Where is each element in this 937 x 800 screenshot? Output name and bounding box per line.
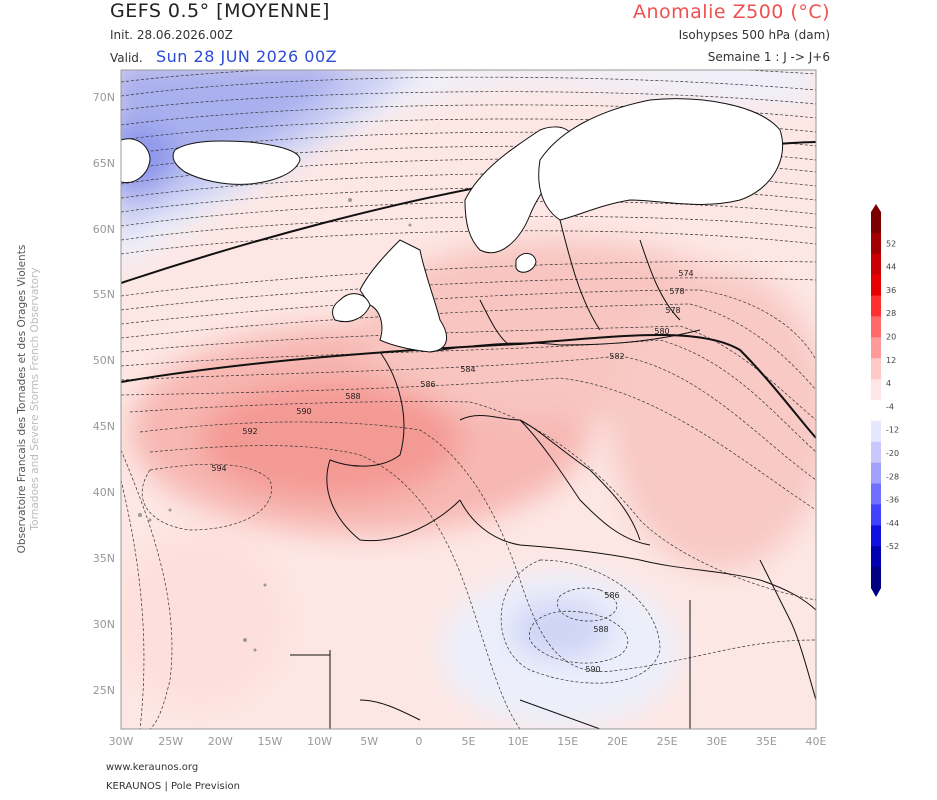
colorbar-label: -36 (886, 496, 899, 505)
contour-label: 590 (585, 665, 600, 674)
longitude-labels: 30W 25W 20W 15W 10W 5W 0 5E 10E 15E 20E 25E 30E 35E 40… (109, 735, 827, 748)
model-title: GEFS 0.5° [MOYENNE] (110, 0, 330, 22)
lat-label: 55N (93, 288, 115, 301)
product-title: Anomalie Z500 (°C) (632, 1, 830, 23)
lon-label: 30E (706, 735, 727, 748)
init-time: Init. 28.06.2026.00Z (110, 28, 233, 42)
forecast-period: Semaine 1 : J -> J+6 (707, 50, 830, 64)
map-frame: 574 578 578 580 582 584 586 588 590 592 594 586 588 5… (121, 70, 816, 729)
contour-label: 574 (678, 269, 693, 278)
contour-label: 594 (211, 464, 226, 473)
colorbar-segment (871, 232, 881, 255)
colorbar-label: 52 (886, 239, 896, 248)
lon-label: 15E (557, 735, 578, 748)
colorbar-segment (871, 295, 881, 317)
lat-label: 30N (93, 618, 115, 631)
contour-label: 578 (665, 306, 680, 315)
lat-label: 40N (93, 486, 115, 499)
contour-label: 590 (296, 407, 311, 416)
colorbar-segment (871, 212, 881, 234)
colorbar-segment (871, 358, 881, 380)
lon-label: 30W (109, 735, 134, 748)
footer-brand: KERAUNOS | Pole Prevision (106, 781, 240, 792)
colorbar-label: -52 (886, 542, 899, 551)
contour-label: 580 (654, 327, 669, 336)
contour-label: 582 (609, 352, 624, 361)
colorbar-arrow-top (871, 204, 881, 212)
lon-label: 15W (257, 735, 282, 748)
footer-url[interactable]: www.keraunos.org (106, 762, 199, 773)
lat-label: 35N (93, 552, 115, 565)
colorbar-segment (871, 420, 881, 443)
colorbar-segment (871, 483, 881, 505)
lon-label: 5E (462, 735, 476, 748)
colorbar-segment (871, 441, 881, 464)
colorbar-label: 44 (886, 263, 896, 272)
colorbar-label: 20 (886, 333, 896, 342)
colorbar-segment (871, 400, 881, 422)
contour-label: 588 (345, 392, 360, 401)
contour-label: 578 (669, 287, 684, 296)
lon-label: 20W (208, 735, 233, 748)
isohypse-label: Isohypses 500 hPa (dam) (678, 28, 830, 42)
colorbar-segment (871, 546, 881, 568)
colorbar-segment (871, 316, 881, 338)
colorbar-label: -20 (886, 449, 899, 458)
contour-label: 586 (604, 591, 619, 600)
contour-label: 588 (593, 625, 608, 634)
valid-date: Sun 28 JUN 2026 00Z (156, 47, 338, 66)
lat-label: 45N (93, 420, 115, 433)
colorbar-segment (871, 337, 881, 359)
country-borders (121, 70, 816, 729)
colorbar-segment (871, 253, 881, 276)
colorbar-segment (871, 525, 881, 547)
contour-label: 586 (420, 380, 435, 389)
colorbar-label: 12 (886, 356, 896, 365)
colorbar-segment (871, 567, 881, 589)
colorbar-label: 28 (886, 309, 896, 318)
lon-label: 20E (607, 735, 628, 748)
isohypse-lines (121, 70, 816, 729)
lon-label: 25E (657, 735, 678, 748)
small-islands (138, 198, 412, 652)
colorbar-label: 36 (886, 286, 896, 295)
colorbar-segment (871, 274, 881, 297)
lon-label: 25W (158, 735, 183, 748)
colorbar: 52 44 36 28 20 12 4 -4 -12 -20 -28 -36 -44 -52 (871, 204, 899, 597)
lat-label: 65N (93, 157, 115, 170)
colorbar-label: -12 (886, 426, 899, 435)
lon-label: 5W (360, 735, 378, 748)
lon-label: 35E (756, 735, 777, 748)
lon-label: 0 (415, 735, 422, 748)
colorbar-label: -44 (886, 519, 899, 528)
lon-label: 40E (806, 735, 827, 748)
colorbar-segment (871, 379, 881, 401)
map-border (120, 69, 817, 730)
contour-label: 584 (460, 365, 475, 374)
colorbar-label: -4 (886, 402, 894, 411)
colorbar-segment (871, 504, 881, 526)
valid-label: Valid. (110, 51, 143, 65)
colorbar-arrow-bottom (871, 588, 881, 597)
lat-label: 25N (93, 684, 115, 697)
latitude-labels: 70N 65N 60N 55N 50N 45N 40N 35N 30N 25N (93, 91, 115, 697)
lon-label: 10W (307, 735, 332, 748)
coastlines (121, 98, 784, 353)
lat-label: 60N (93, 223, 115, 236)
lon-label: 10E (508, 735, 529, 748)
contour-labels: 574 578 578 580 582 584 586 588 590 592 594 586 588 5… (211, 269, 693, 674)
lat-label: 50N (93, 354, 115, 367)
colorbar-label: 4 (886, 379, 891, 388)
lat-label: 70N (93, 91, 115, 104)
colorbar-segment (871, 462, 881, 485)
contour-label: 592 (242, 427, 257, 436)
colorbar-label: -28 (886, 472, 899, 481)
